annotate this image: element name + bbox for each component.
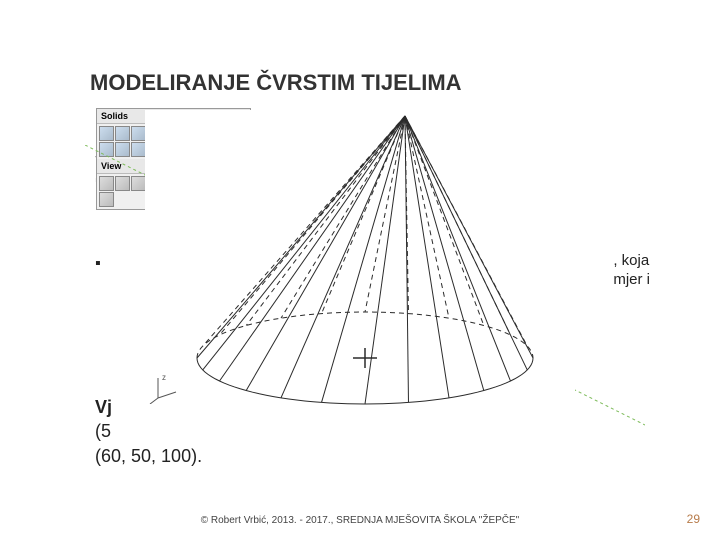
toolbar-solid-icon[interactable] xyxy=(115,126,130,141)
toolbar-view-icon[interactable] xyxy=(99,176,114,191)
toolbar-view-icon[interactable] xyxy=(115,176,130,191)
ucs-label: z xyxy=(162,373,166,382)
footer-copyright: © Robert Vrbić, 2013. - 2017., SREDNJA M… xyxy=(0,515,720,526)
slide: MODELIRANJE ČVRSTIM TIJELIMA St ▪ ▪ Soli… xyxy=(0,0,720,540)
toolbar-solid-icon[interactable] xyxy=(115,142,130,157)
toolbar-solid-icon[interactable] xyxy=(99,126,114,141)
cone-diagram xyxy=(145,110,575,420)
bullet-2: ▪ xyxy=(95,255,101,273)
exercise-head: Vj xyxy=(95,397,112,417)
toolbar-title-view: View xyxy=(101,161,121,171)
exercise-line1: (5 xyxy=(95,421,111,441)
toolbar-solid-icon[interactable] xyxy=(131,142,146,157)
exercise-line2: (60, 50, 100). xyxy=(95,446,202,466)
toolbar-view-icon[interactable] xyxy=(99,192,114,207)
slide-title: MODELIRANJE ČVRSTIM TIJELIMA xyxy=(90,70,630,96)
toolbar-view-icon[interactable] xyxy=(131,176,146,191)
right-frag-1: , koja xyxy=(613,252,649,269)
toolbar-title-solids: Solids xyxy=(101,111,128,121)
ucs-icon: z xyxy=(148,370,182,404)
toolbar-solid-icon[interactable] xyxy=(131,126,146,141)
right-frag-2: mjer i xyxy=(613,271,650,288)
page-number: 29 xyxy=(687,512,700,526)
cone-svg xyxy=(145,110,575,420)
right-fragment: , koja mjer i xyxy=(613,252,650,290)
toolbar-solid-icon[interactable] xyxy=(99,142,114,157)
